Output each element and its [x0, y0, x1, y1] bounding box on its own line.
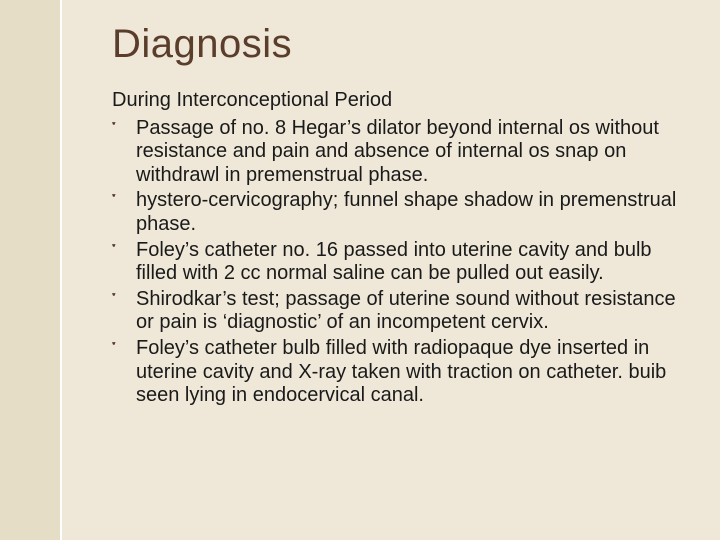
- bullet-icon: ་: [112, 119, 116, 139]
- list-item: ་ Passage of no. 8 Hegar’s dilator beyon…: [112, 117, 687, 188]
- list-item-text: Shirodkar’s test; passage of uterine sou…: [136, 288, 676, 334]
- list-item: ་ Foley’s catheter no. 16 passed into ut…: [112, 239, 687, 286]
- slide-title: Diagnosis: [112, 22, 687, 67]
- list-item-text: hystero-cervicography; funnel shape shad…: [136, 189, 676, 235]
- bullet-list: ་ Passage of no. 8 Hegar’s dilator beyon…: [112, 117, 687, 408]
- slide-subtitle: During Interconceptional Period: [112, 89, 687, 113]
- list-item-text: Foley’s catheter no. 16 passed into uter…: [136, 239, 652, 285]
- list-item-text: Passage of no. 8 Hegar’s dilator beyond …: [136, 117, 659, 186]
- bullet-icon: ་: [112, 241, 116, 261]
- left-decorative-stripe: [0, 0, 62, 540]
- bullet-icon: ་: [112, 290, 116, 310]
- list-item: ་ Foley’s catheter bulb filled with radi…: [112, 337, 687, 408]
- list-item-text: Foley’s catheter bulb filled with radiop…: [136, 337, 666, 406]
- bullet-icon: ་: [112, 339, 116, 359]
- list-item: ་ Shirodkar’s test; passage of uterine s…: [112, 288, 687, 335]
- bullet-icon: ་: [112, 191, 116, 211]
- slide-content: Diagnosis During Interconceptional Perio…: [112, 22, 687, 410]
- list-item: ་ hystero-cervicography; funnel shape sh…: [112, 189, 687, 236]
